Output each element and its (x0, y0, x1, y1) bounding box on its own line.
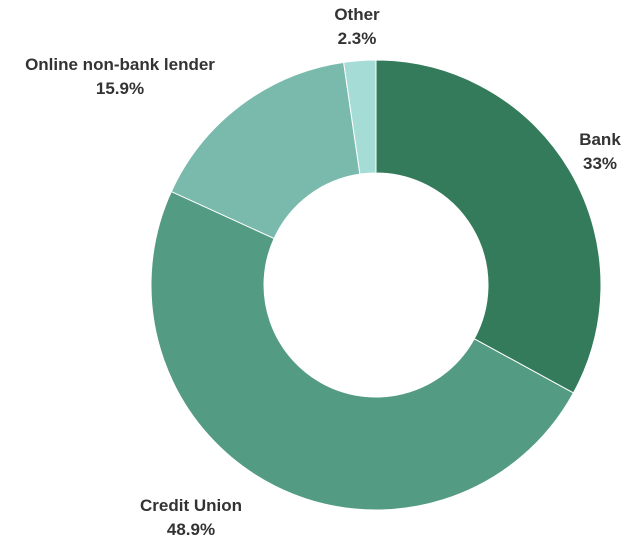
slice-label-bank: Bank (579, 130, 621, 149)
slice-value-other: 2.3% (338, 29, 377, 48)
slice-value-bank: 33% (583, 154, 617, 173)
slice-value-credit-union: 48.9% (167, 520, 215, 539)
slice-label-other: Other (334, 5, 380, 24)
slice-credit-union (150, 190, 575, 511)
labels-layer: Bank 33% Credit Union 48.9% Online non-bank … (25, 5, 621, 539)
slice-value-online-non-bank-lender: 15.9% (96, 79, 144, 98)
slice-online-non-bank-lender (170, 61, 361, 240)
slice-label-online-non-bank-lender: Online non-bank lender (25, 55, 215, 74)
slices-layer (150, 59, 602, 511)
slice-label-credit-union: Credit Union (140, 496, 242, 515)
slice-other (343, 59, 377, 175)
slice-bank (375, 59, 602, 394)
